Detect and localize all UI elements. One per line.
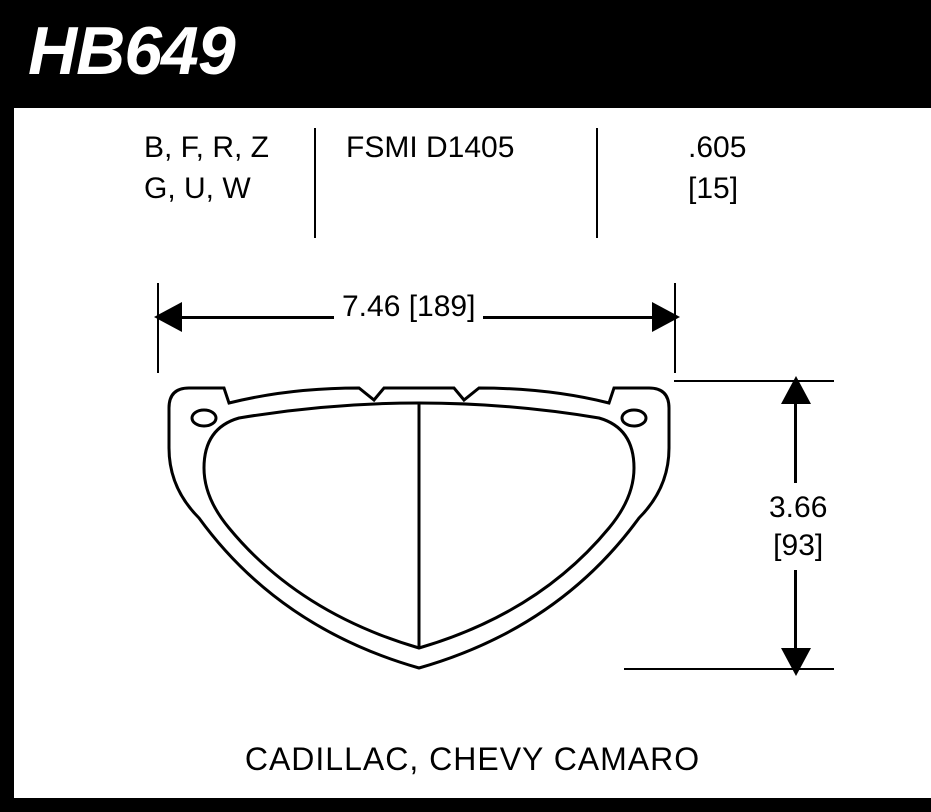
compounds-line2: G, U, W [144, 169, 284, 210]
thickness-col: .605 [15] [598, 128, 798, 238]
fsmi-value: FSMI D1405 [346, 128, 566, 169]
fsmi-col: FSMI D1405 [316, 128, 596, 238]
spec-row: B, F, R, Z G, U, W FSMI D1405 .605 [15] [14, 108, 931, 238]
height-value-in: 3.66 [769, 489, 827, 527]
arrow-right-icon [652, 302, 680, 332]
application-label: CADILLAC, CHEVY CAMARO [14, 741, 931, 778]
diagram-area: 7.46 [189] 3.66 [93] [74, 288, 894, 748]
height-value-mm: [93] [769, 527, 827, 565]
compounds-line1: B, F, R, Z [144, 128, 284, 169]
header-bar: HB649 [0, 0, 931, 108]
thickness-value: .605 [15] [688, 128, 768, 209]
width-dimension-label: 7.46 [189] [334, 290, 483, 324]
brake-pad-outline [159, 378, 679, 678]
content-frame: B, F, R, Z G, U, W FSMI D1405 .605 [15] … [0, 108, 931, 812]
height-dimension-label: 3.66 [93] [769, 483, 827, 570]
compounds-col: B, F, R, Z G, U, W [114, 128, 314, 238]
part-number: HB649 [28, 12, 931, 90]
arrow-down-icon [781, 648, 811, 676]
